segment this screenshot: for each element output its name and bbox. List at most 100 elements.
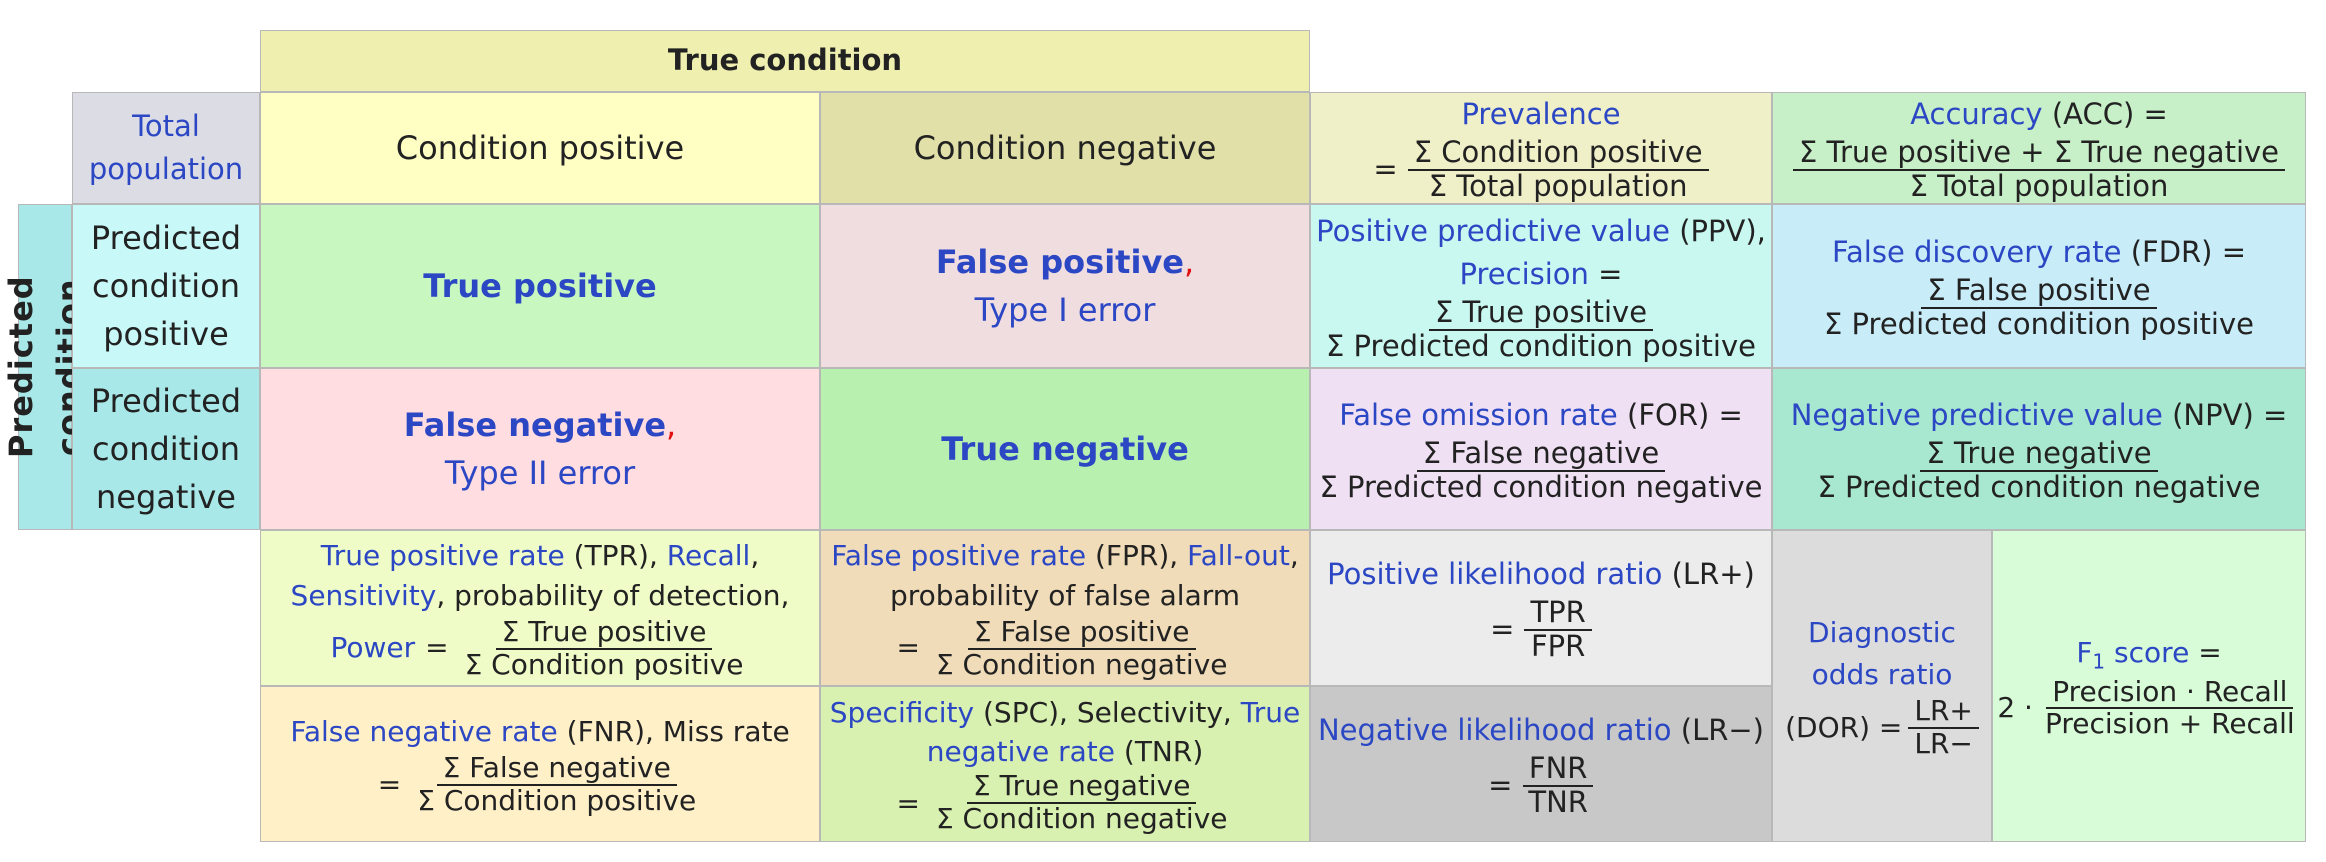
fallout-label: Fall-out	[1187, 538, 1290, 572]
accuracy-numerator: Σ True positive + Σ True negative	[1792, 136, 2286, 171]
for-denominator: Σ Predicted condition negative	[1319, 469, 1763, 504]
fpr-denominator: Σ Condition negative	[935, 647, 1228, 681]
prevalence-numerator: Σ Condition positive	[1407, 136, 1709, 171]
specificity-formula: Σ True negative Σ Condition negative	[930, 771, 1234, 835]
fnr-numerator: Σ False negative	[436, 752, 677, 786]
fdr-numerator: Σ False positive	[1921, 274, 2157, 309]
fpr-cell: False positive rate (FPR), Fall-out, pro…	[820, 530, 1310, 686]
fdr-formula: Σ False positive Σ Predicted condition p…	[1818, 274, 2260, 341]
lr-positive-formula: TPR FPR	[1524, 596, 1592, 663]
true-condition-label: True condition	[667, 43, 903, 78]
tpr-formula: Σ True positive Σ Condition positive	[459, 616, 750, 681]
ppv-denominator: Σ Predicted condition positive	[1326, 328, 1756, 363]
dor-denominator: LR−	[1914, 727, 1973, 760]
dor-formula: LR+ LR−	[1908, 695, 1979, 760]
lr-negative-abbr: (LR−)	[1680, 713, 1764, 748]
fdr-denominator: Σ Predicted condition positive	[1824, 306, 2254, 341]
predicted-positive-label: Predicted condition positive	[90, 219, 242, 353]
recall-label: Recall	[666, 538, 751, 572]
npv-label: Negative predictive value	[1790, 398, 2163, 433]
fnr-eq: =	[377, 768, 402, 801]
f1-label: F1 score	[2076, 635, 2190, 674]
false-positive-comma: ,	[1184, 243, 1195, 281]
condition-negative-cell: Condition negative	[820, 92, 1310, 204]
fdr-cell: False discovery rate (FDR) = Σ False pos…	[1772, 204, 2306, 368]
tpr-numerator: Σ True positive	[495, 616, 713, 650]
lr-positive-cell: Positive likelihood ratio (LR+) = TPR FP…	[1310, 530, 1772, 686]
predicted-negative-cell: Predicted condition negative	[72, 368, 260, 530]
fpr-eq: =	[896, 631, 920, 665]
true-positive-cell: True positive	[260, 204, 820, 368]
predicted-negative-label: Predicted condition negative	[90, 382, 242, 516]
lr-positive-eq: =	[1490, 612, 1515, 646]
accuracy-cell: Accuracy (ACC) = Σ True positive + Σ Tru…	[1772, 92, 2306, 204]
sensitivity-label: Sensitivity	[290, 579, 437, 613]
false-alarm-text: probability of false alarm	[889, 579, 1241, 613]
condition-negative-label: Condition negative	[913, 129, 1217, 167]
f1-formula: Precision · Recall Precision + Recall	[2039, 676, 2301, 741]
fpr-formula: Σ False positive Σ Condition negative	[930, 616, 1234, 681]
dor-cell: Diagnostic odds ratio (DOR) = LR+ LR−	[1772, 530, 1992, 842]
predicted-condition-header: Predicted condition	[2, 204, 88, 530]
precision-label: Precision	[1459, 257, 1589, 292]
f1-letter: F	[2076, 635, 2093, 669]
f1-denominator: Precision + Recall	[2044, 707, 2295, 741]
tpr-label: True positive rate	[320, 538, 565, 572]
ppv-formula: Σ True positive Σ Predicted condition po…	[1320, 296, 1762, 363]
accuracy-label: Accuracy	[1910, 97, 2043, 132]
fpr-label: False positive rate	[831, 538, 1087, 572]
prevalence-cell: Prevalence = Σ Condition positive Σ Tota…	[1310, 92, 1772, 204]
lr-negative-formula: FNR TNR	[1522, 752, 1594, 819]
fpr-numerator: Σ False positive	[967, 616, 1196, 650]
power-label: Power	[330, 631, 416, 665]
f1-eq: =	[2198, 635, 2222, 669]
lr-negative-label: Negative likelihood ratio	[1317, 713, 1672, 748]
npv-abbr: (NPV) =	[2172, 398, 2288, 433]
false-negative-cell: False negative, Type II error	[260, 368, 820, 530]
dor-abbr: (DOR) =	[1785, 711, 1903, 744]
dor-label-line2: odds ratio	[1811, 658, 1953, 692]
accuracy-formula: Σ True positive + Σ True negative Σ Tota…	[1792, 136, 2286, 203]
prevalence-formula: Σ Condition positive Σ Total population	[1407, 136, 1709, 203]
true-condition-header: True condition	[260, 30, 1310, 92]
f1-numerator: Precision · Recall	[2046, 676, 2294, 710]
fallout-comma: ,	[1289, 538, 1299, 572]
for-cell: False omission rate (FOR) = Σ False nega…	[1310, 368, 1772, 530]
f1-prefix: 2 ·	[1997, 691, 2033, 725]
specificity-numerator: Σ True negative	[967, 771, 1197, 805]
fnr-denominator: Σ Condition positive	[417, 784, 697, 817]
tnr-label-part2: negative rate	[926, 735, 1115, 769]
fdr-abbr: (FDR) =	[2130, 235, 2247, 270]
specificity-cell: Specificity (SPC), Selectivity, True neg…	[820, 686, 1310, 842]
tnr-label-part1: True	[1240, 696, 1301, 730]
lr-negative-eq: =	[1488, 768, 1513, 802]
lr-positive-denominator: FPR	[1530, 628, 1586, 663]
tpr-eq: =	[425, 631, 449, 665]
npv-cell: Negative predictive value (NPV) = Σ True…	[1772, 368, 2306, 530]
lr-positive-abbr: (LR+)	[1671, 557, 1755, 592]
true-negative-label: True negative	[941, 430, 1189, 468]
type-one-error-label: Type I error	[974, 291, 1156, 329]
condition-positive-cell: Condition positive	[260, 92, 820, 204]
lr-positive-numerator: TPR	[1524, 596, 1592, 631]
true-positive-label: True positive	[423, 267, 657, 305]
f1-cell: F1 score = 2 · Precision · Recall Precis…	[1992, 530, 2306, 842]
tpr-denominator: Σ Condition positive	[464, 647, 744, 681]
lr-negative-denominator: TNR	[1528, 784, 1588, 819]
f1-score-word: score	[2105, 635, 2190, 669]
for-formula: Σ False negative Σ Predicted condition n…	[1313, 437, 1768, 504]
predicted-positive-cell: Predicted condition positive	[72, 204, 260, 368]
dor-numerator: LR+	[1908, 695, 1979, 729]
for-abbr: (FOR) =	[1627, 398, 1743, 433]
fnr-label: False negative rate	[290, 715, 558, 749]
for-label: False omission rate	[1339, 398, 1618, 433]
ppv-label: Positive predictive value	[1316, 213, 1670, 248]
dor-label-line1: Diagnostic	[1808, 616, 1956, 650]
prevalence-label: Prevalence	[1461, 97, 1621, 132]
ppv-cell: Positive predictive value (PPV), Precisi…	[1310, 204, 1772, 368]
prevalence-eq: =	[1373, 152, 1398, 186]
specificity-denominator: Σ Condition negative	[935, 802, 1228, 836]
lr-positive-label: Positive likelihood ratio	[1327, 557, 1663, 592]
total-population-cell: Total population	[72, 92, 260, 204]
type-two-error-label: Type II error	[444, 454, 636, 492]
